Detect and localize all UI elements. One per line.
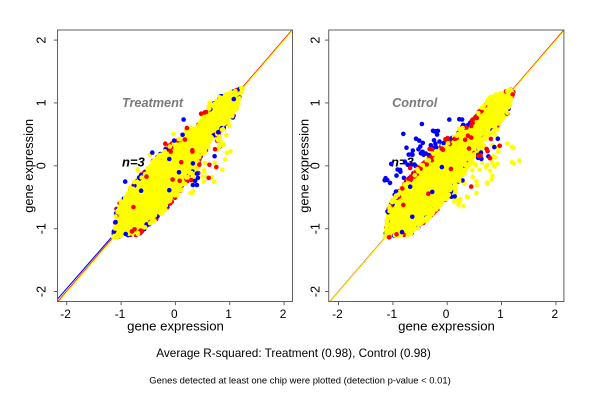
svg-text:-1: -1 <box>35 223 49 234</box>
svg-text:2: 2 <box>309 37 323 44</box>
svg-text:Control: Control <box>392 96 438 110</box>
svg-text:2: 2 <box>35 37 49 44</box>
svg-text:-1: -1 <box>115 307 126 321</box>
svg-text:-2: -2 <box>60 307 71 321</box>
svg-text:1: 1 <box>35 99 49 106</box>
svg-text:n=3: n=3 <box>122 155 146 170</box>
svg-text:Genes detected at least one ch: Genes detected at least one chip were pl… <box>149 374 450 385</box>
svg-text:-1: -1 <box>387 307 398 321</box>
svg-text:-2: -2 <box>35 286 49 297</box>
svg-text:2: 2 <box>280 307 287 321</box>
svg-text:0: 0 <box>443 307 450 321</box>
svg-text:1: 1 <box>225 307 232 321</box>
svg-text:gene expression: gene expression <box>398 319 495 334</box>
svg-text:1: 1 <box>309 99 323 106</box>
svg-text:-2: -2 <box>332 307 343 321</box>
svg-text:gene expression: gene expression <box>297 119 312 213</box>
svg-text:0: 0 <box>309 162 323 169</box>
svg-text:2: 2 <box>551 307 558 321</box>
svg-text:gene expression: gene expression <box>21 119 36 213</box>
svg-text:Average R-squared: Treatment (: Average R-squared: Treatment (0.98), Con… <box>156 346 431 360</box>
svg-text:Treatment: Treatment <box>122 96 184 110</box>
svg-text:-2: -2 <box>309 286 323 297</box>
svg-text:0: 0 <box>35 162 49 169</box>
svg-text:gene expression: gene expression <box>127 319 224 334</box>
svg-text:1: 1 <box>497 307 504 321</box>
svg-text:-1: -1 <box>309 223 323 234</box>
svg-text:0: 0 <box>171 307 178 321</box>
